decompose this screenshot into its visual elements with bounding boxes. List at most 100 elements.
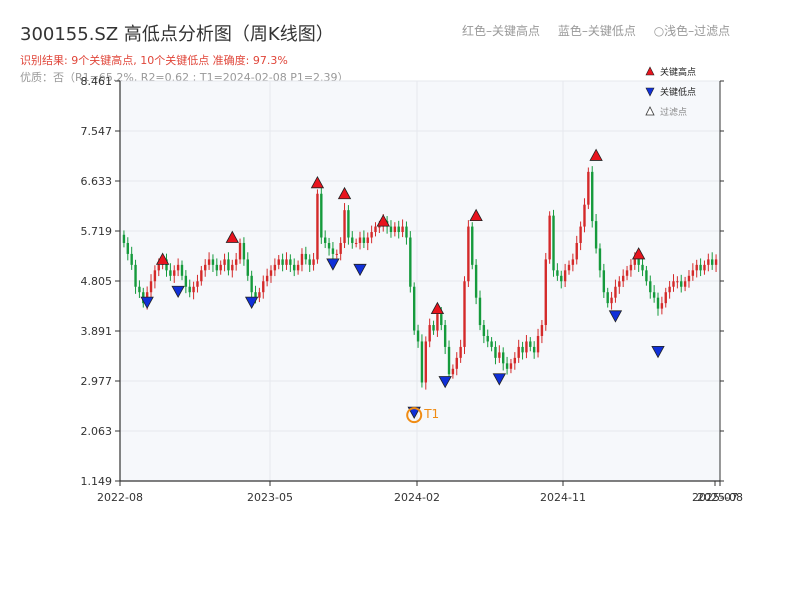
candle-body	[416, 330, 420, 342]
candle-body	[664, 292, 667, 304]
candle-body	[138, 286, 141, 293]
y-tick-label: 4.805	[81, 275, 113, 288]
candle-body	[656, 297, 660, 309]
candle-body	[238, 242, 242, 260]
candle-body	[598, 248, 602, 271]
candle-body	[354, 242, 358, 244]
candle-body	[304, 253, 308, 260]
key-high-marker	[155, 252, 170, 265]
candle-body	[347, 210, 350, 238]
candle-body	[490, 341, 493, 347]
candle-body	[428, 325, 431, 342]
candle-body	[660, 303, 664, 309]
candle-body	[405, 226, 408, 238]
candle-body	[316, 193, 319, 260]
candle-body	[242, 242, 246, 260]
candle-body	[293, 264, 296, 271]
key-low-marker	[140, 296, 154, 309]
key-low-marker	[171, 285, 185, 299]
candle-body	[180, 264, 184, 276]
candle-body	[366, 237, 369, 243]
result-summary: 识别结果: 9个关键高点, 10个关键低点 准确度: 97.3%	[20, 54, 288, 67]
candle-body	[343, 210, 346, 243]
candle-body	[614, 286, 617, 298]
legend-label: 关键低点	[660, 86, 696, 98]
candle-body	[513, 357, 517, 364]
candle-body	[459, 346, 462, 358]
candle-body	[165, 259, 168, 271]
candle-body	[409, 237, 412, 287]
candle-body	[633, 259, 636, 265]
candle-body	[606, 292, 609, 304]
legend-filtered-symbol	[645, 106, 655, 116]
chart-title: 300155.SZ 高低点分析图（周K线图）	[20, 24, 334, 45]
candle-body	[552, 215, 555, 271]
candle-body	[567, 264, 571, 271]
legend-label: 关键高点	[660, 66, 696, 78]
legend-low-text: 蓝色–关键低点	[557, 24, 636, 38]
candle-body	[625, 270, 629, 276]
candle-body	[695, 264, 698, 271]
candle-body	[645, 270, 648, 282]
candle-body	[215, 264, 219, 271]
candle-body	[149, 281, 153, 293]
candle-body	[126, 242, 130, 254]
candle-body	[525, 341, 528, 353]
candle-body	[289, 259, 292, 265]
candle-body	[320, 193, 323, 238]
candle-body	[223, 259, 226, 265]
key-low-marker	[438, 376, 452, 389]
key-low-marker	[651, 345, 665, 359]
candle-body	[652, 292, 656, 298]
candle-body	[521, 346, 524, 353]
candle-body	[482, 325, 486, 336]
legend-high-symbol	[645, 66, 655, 76]
candle-body	[467, 226, 470, 282]
candle-body	[339, 242, 342, 254]
candle-body	[269, 270, 273, 276]
candle-body	[192, 286, 195, 293]
key-high-marker	[337, 186, 352, 200]
candle-body	[443, 325, 447, 347]
key-high-marker	[631, 247, 646, 260]
key-high-marker	[376, 214, 390, 227]
candle-body	[710, 259, 714, 265]
candle-body	[188, 286, 191, 293]
y-tick-label: 2.063	[81, 425, 113, 438]
legend-filtered-text: ○浅色–过滤点	[653, 24, 731, 38]
candle-body	[691, 270, 695, 276]
candle-body	[258, 292, 261, 298]
candle-body	[440, 314, 443, 326]
candle-body	[176, 264, 180, 271]
candle-body	[254, 292, 257, 298]
candle-body	[362, 237, 366, 243]
candle-body	[196, 281, 199, 287]
candle-body	[602, 270, 606, 293]
candle-body	[629, 264, 633, 271]
top-legend: 红色–关键高点 蓝色–关键低点 ○浅色–过滤点	[462, 22, 730, 39]
key-low-marker	[492, 373, 507, 386]
candle-body	[335, 253, 338, 255]
candle-body	[478, 297, 482, 326]
candle-body	[134, 264, 137, 287]
y-tick-label: 8.461	[81, 75, 113, 88]
key-high-marker	[589, 148, 603, 161]
candle-body	[455, 357, 458, 369]
y-tick-label: 2.977	[81, 375, 113, 388]
candle-body	[219, 264, 222, 271]
candle-body	[424, 341, 428, 383]
candle-body	[262, 281, 265, 293]
candle-body	[556, 270, 559, 276]
x-tick-label: 2024-02	[394, 491, 440, 504]
candle-body	[610, 297, 613, 304]
candle-body	[471, 226, 474, 265]
candle-body	[323, 237, 327, 243]
x-tick-label: 2022-08	[97, 491, 143, 504]
key-high-marker	[469, 208, 483, 222]
legend-high-text: 红色–关键高点	[462, 24, 541, 38]
candle-body	[560, 275, 563, 282]
candle-body	[529, 341, 532, 347]
candle-body	[463, 281, 466, 347]
candle-body	[637, 259, 640, 265]
